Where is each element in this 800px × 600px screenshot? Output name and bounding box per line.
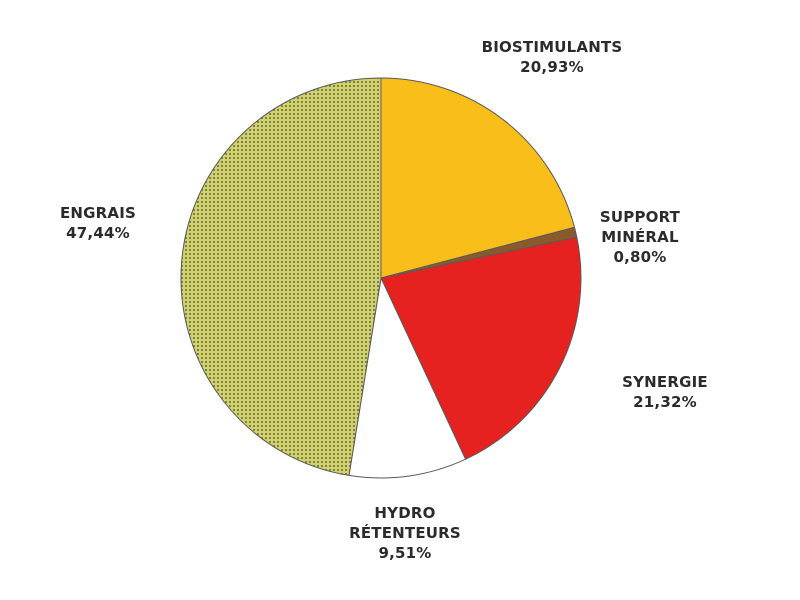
pie-slices <box>180 77 582 479</box>
slice-value-label: 47,44% <box>66 224 130 242</box>
slice-label-support: SUPPORT MINÉRAL 0,80% <box>600 208 681 266</box>
pie-slice-engrais <box>180 77 382 476</box>
slice-label-hydro: HYDRO RÉTENTEURS 9,51% <box>349 504 461 562</box>
slice-value-label: 9,51% <box>378 544 431 562</box>
slice-name-label: ENGRAIS <box>60 204 136 222</box>
slice-name-label: MINÉRAL <box>601 227 679 246</box>
slice-value-label: 21,32% <box>633 393 697 411</box>
slice-name-label: SYNERGIE <box>622 373 708 391</box>
pie-slice-hydro <box>348 277 467 479</box>
pie-slice-synergie <box>380 236 582 460</box>
slice-name-label: SUPPORT <box>600 208 681 226</box>
slice-name-label: BIOSTIMULANTS <box>482 38 623 56</box>
pie-labels: BIOSTIMULANTS 20,93% SUPPORT MINÉRAL 0,80% SY… <box>60 38 708 562</box>
slice-name-label: RÉTENTEURS <box>349 523 461 542</box>
slice-value-label: 0,80% <box>613 248 666 266</box>
slice-name-label: HYDRO <box>374 504 435 522</box>
slice-label-engrais: ENGRAIS 47,44% <box>60 204 136 242</box>
slice-label-synergie: SYNERGIE 21,32% <box>622 373 708 411</box>
slice-value-label: 20,93% <box>520 58 584 76</box>
slice-label-biostimulants: BIOSTIMULANTS 20,93% <box>482 38 623 76</box>
pie-slice-biostimulants <box>380 77 575 279</box>
